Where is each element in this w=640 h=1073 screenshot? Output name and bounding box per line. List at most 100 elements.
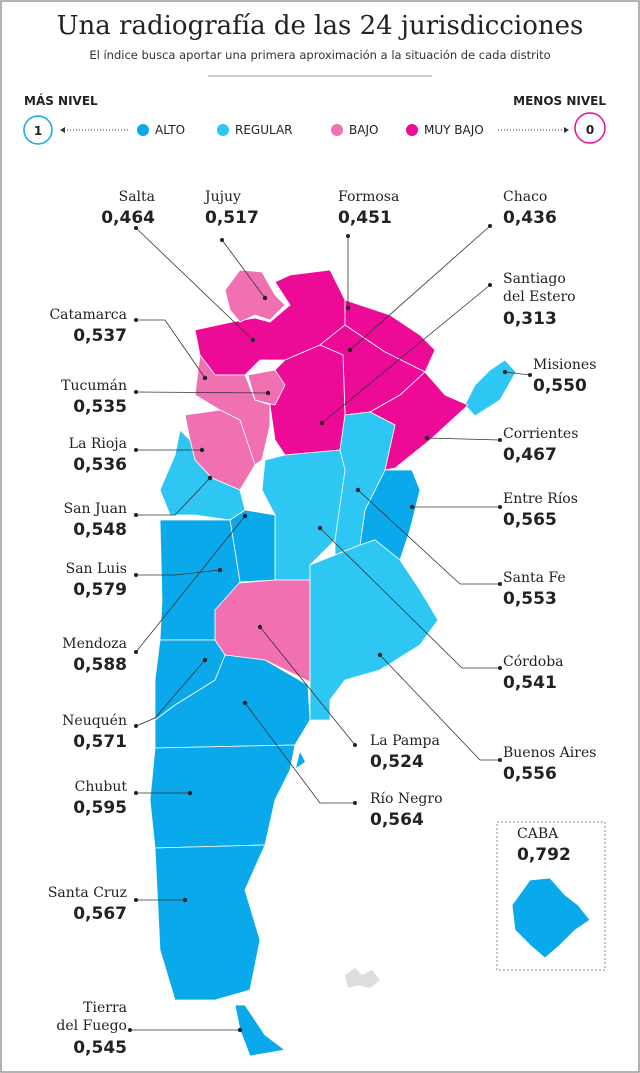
province-shape xyxy=(159,519,241,641)
province-name: San Luis xyxy=(66,561,127,577)
leader-line xyxy=(136,319,206,379)
province-name: Santiago del Estero xyxy=(503,271,576,305)
leader-dot xyxy=(134,791,138,795)
leader-dot xyxy=(488,283,492,287)
leader-dot xyxy=(134,318,138,322)
province-name: San Juan xyxy=(64,501,127,517)
leader-dot xyxy=(134,898,138,902)
province-shape xyxy=(149,744,296,849)
province-name: Tierra del Fuego xyxy=(56,1000,127,1034)
leader-dot xyxy=(134,724,138,728)
province-name: La Rioja xyxy=(69,436,127,452)
arrow-head xyxy=(60,127,65,133)
province-value: 0,536 xyxy=(73,455,127,475)
province-name: Neuquén xyxy=(62,713,127,729)
leader-dot xyxy=(319,420,325,426)
leader-dot xyxy=(345,305,351,311)
province-name: Salta xyxy=(119,189,155,205)
province-name: La Pampa xyxy=(370,733,440,749)
leader-dot xyxy=(202,657,208,663)
legend-label: ALTO xyxy=(155,123,185,137)
province-value: 0,436 xyxy=(503,208,557,228)
water-border xyxy=(296,752,305,768)
legend-label: REGULAR xyxy=(235,123,293,137)
province-shape xyxy=(464,359,517,417)
legend-label: BAJO xyxy=(349,123,378,137)
leader-dot xyxy=(134,448,138,452)
province-name: Mendoza xyxy=(62,636,127,652)
leader-line xyxy=(135,227,254,341)
leader-line xyxy=(504,371,531,376)
province-name: Corrientes xyxy=(503,426,578,442)
province-value: 0,564 xyxy=(370,810,424,830)
leader-dot xyxy=(265,390,271,396)
province-name: Chaco xyxy=(503,189,547,205)
leader-dot xyxy=(199,447,205,453)
leader-line xyxy=(221,239,266,299)
title: Una radiografía de las 24 jurisdicciones xyxy=(57,11,584,41)
province-value: 0,524 xyxy=(370,752,424,772)
leader-dot xyxy=(347,347,353,353)
province-value: 0,545 xyxy=(73,1038,127,1058)
province-name: Misiones xyxy=(533,357,596,373)
province-shape xyxy=(334,411,396,556)
leader-dot xyxy=(498,758,502,762)
province-shape xyxy=(154,844,266,1001)
province-value: 0,567 xyxy=(73,904,127,924)
legend-swatch xyxy=(331,124,343,136)
leader-dot xyxy=(502,369,508,375)
leader-dot xyxy=(498,666,502,670)
leader-dot xyxy=(424,435,430,441)
leader-dot xyxy=(498,505,502,509)
leader-line xyxy=(321,284,491,424)
province-name: Córdoba xyxy=(503,654,564,670)
low-value: 0 xyxy=(586,123,594,137)
legend-swatch xyxy=(217,124,229,136)
leader-line xyxy=(135,391,269,394)
province-shape xyxy=(247,369,286,406)
leader-line xyxy=(136,477,211,516)
leader-dot xyxy=(202,375,208,381)
leader-line xyxy=(135,659,206,727)
leader-line xyxy=(259,626,356,746)
leader-dot xyxy=(134,513,138,517)
leader-dot xyxy=(242,513,248,519)
leader-dot xyxy=(488,224,492,228)
province-value: 0,579 xyxy=(73,580,127,600)
subtitle: El índice busca aportar una primera apro… xyxy=(89,48,550,62)
leader-dot xyxy=(377,652,383,658)
province-name: Jujuy xyxy=(203,189,241,205)
leader-dot xyxy=(134,650,138,654)
high-label: MÁS NIVEL xyxy=(24,93,98,108)
province-value: 0,451 xyxy=(338,208,392,228)
province-value: 0,550 xyxy=(533,376,587,396)
province-name: Santa Cruz xyxy=(48,885,127,901)
arrow-head xyxy=(564,127,569,133)
province-name: Chubut xyxy=(75,779,128,795)
province-name: Buenos Aires xyxy=(503,745,596,761)
leader-dot xyxy=(346,234,350,238)
province-name: Santa Fe xyxy=(503,570,566,586)
leader-dot xyxy=(134,573,138,577)
province-value: 0,553 xyxy=(503,589,557,609)
leader-line xyxy=(357,489,500,585)
leader-dot xyxy=(187,790,193,796)
leader-dot xyxy=(182,897,188,903)
leader-dot xyxy=(134,390,138,394)
leader-line xyxy=(244,702,355,804)
province-shape xyxy=(309,539,439,721)
province-value: 0,571 xyxy=(73,732,127,752)
leader-dot xyxy=(498,438,502,442)
legend-swatch xyxy=(137,124,149,136)
leader-line xyxy=(349,225,491,351)
high-badge xyxy=(23,115,53,145)
leader-dot xyxy=(409,504,415,510)
low-label: MENOS NIVEL xyxy=(513,94,606,108)
leader-line xyxy=(426,437,501,441)
low-badge xyxy=(574,112,606,144)
province-value: 0,467 xyxy=(503,445,557,465)
province-name: Formosa xyxy=(338,189,399,205)
province-value: 0,464 xyxy=(101,208,155,228)
province-name: CABA xyxy=(517,826,559,842)
leader-dot xyxy=(207,475,213,481)
